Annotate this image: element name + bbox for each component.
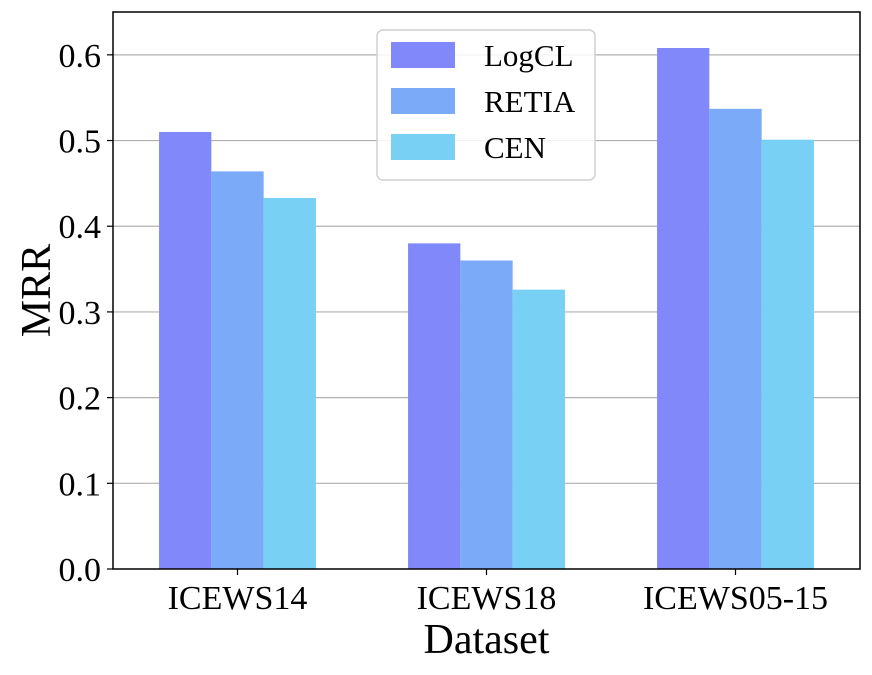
bar-retia-icews05-15	[709, 108, 762, 569]
x-axis-ticks: ICEWS14 ICEWS18 ICEWS05-15	[168, 569, 828, 617]
legend: LogCL RETIA CEN	[376, 29, 596, 181]
bar-cen-icews18	[512, 289, 565, 569]
y-tick-label: 0.5	[59, 124, 102, 161]
legend-swatch-logcl	[391, 42, 455, 68]
y-tick-label: 0.1	[59, 466, 102, 503]
y-tick-label: 0.3	[59, 295, 102, 332]
y-axis-title: MRR	[14, 244, 60, 337]
bar-retia-icews18	[460, 260, 513, 569]
bars	[159, 47, 814, 570]
legend-label-retia: RETIA	[484, 84, 576, 119]
x-tick-label: ICEWS14	[168, 580, 308, 617]
y-axis-ticks: 0.0 0.1 0.2 0.3 0.4 0.5 0.6	[59, 38, 113, 589]
y-tick-label: 0.2	[59, 381, 102, 418]
bar-cen-icews05-15	[761, 139, 814, 570]
legend-label-cen: CEN	[484, 130, 546, 165]
bar-logcl-icews18	[408, 243, 461, 569]
y-tick-label: 0.6	[59, 38, 102, 75]
bar-retia-icews14	[211, 171, 264, 569]
y-tick-label: 0.4	[59, 209, 102, 246]
x-tick-label: ICEWS18	[417, 580, 557, 617]
x-tick-label: ICEWS05-15	[643, 580, 828, 617]
legend-swatch-retia	[391, 88, 455, 114]
bar-logcl-icews14	[159, 131, 212, 569]
legend-label-logcl: LogCL	[484, 38, 574, 73]
bar-cen-icews14	[263, 197, 316, 569]
bar-logcl-icews05-15	[657, 47, 710, 569]
y-tick-label: 0.0	[59, 552, 102, 589]
x-axis-title: Dataset	[424, 617, 550, 663]
legend-swatch-cen	[391, 134, 455, 160]
